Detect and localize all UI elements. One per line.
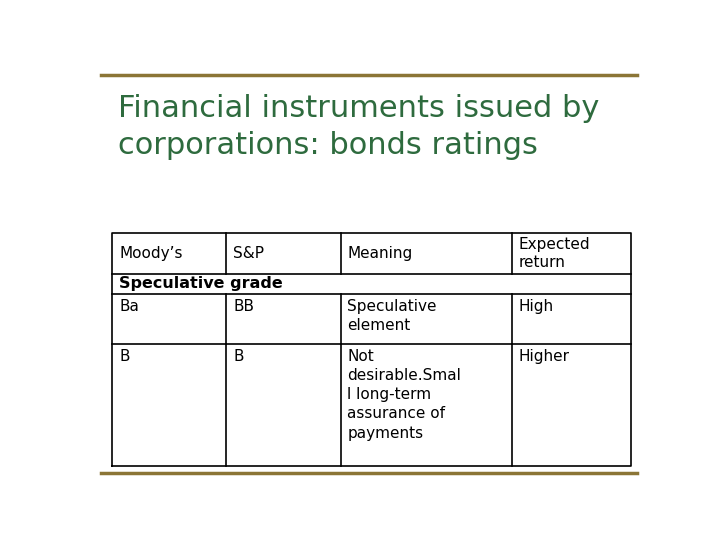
Text: B: B [233, 349, 243, 364]
Text: Meaning: Meaning [347, 246, 413, 261]
Text: Speculative
element: Speculative element [347, 299, 437, 333]
Text: Ba: Ba [119, 299, 139, 314]
Text: High: High [518, 299, 554, 314]
Text: Financial instruments issued by
corporations: bonds ratings: Financial instruments issued by corporat… [118, 94, 599, 160]
Text: S&P: S&P [233, 246, 264, 261]
Text: Higher: Higher [518, 349, 570, 364]
Text: B: B [119, 349, 130, 364]
Text: Speculative grade: Speculative grade [119, 276, 283, 292]
Text: Not
desirable.Smal
l long-term
assurance of
payments: Not desirable.Smal l long-term assurance… [347, 349, 462, 441]
Text: Expected
return: Expected return [518, 237, 590, 271]
Text: BB: BB [233, 299, 254, 314]
Text: Moody’s: Moody’s [119, 246, 182, 261]
